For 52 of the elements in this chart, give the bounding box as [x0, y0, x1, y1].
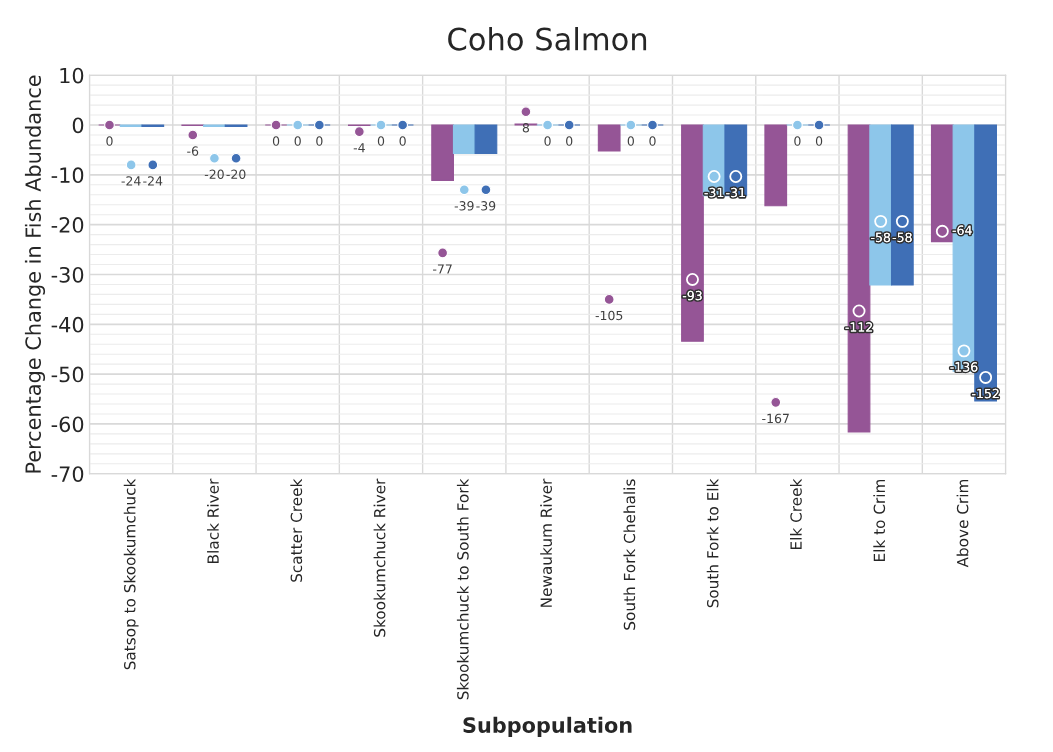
data-label: 0 [399, 136, 406, 146]
data-label: 0 [794, 136, 801, 146]
data-label: -24 [143, 176, 163, 186]
x-tick-label: Skookumchuck to South Fork [456, 478, 469, 700]
data-label: 8 [522, 123, 530, 133]
data-label: -58 [892, 232, 912, 243]
x-tick-label: Satsop to Skookumchuck [123, 478, 139, 670]
y-tick-label: 0 [72, 117, 84, 134]
y-tick-label: -60 [51, 416, 84, 433]
data-label: -167 [762, 413, 789, 424]
y-tick-label: -50 [51, 366, 84, 383]
data-label: -24 [121, 176, 141, 186]
x-tick-label: Above Crim [956, 479, 969, 568]
data-label: -4 [353, 143, 365, 153]
data-label: 0 [377, 136, 385, 146]
data-label: -105 [595, 310, 623, 321]
x-tick-label: Black River [207, 478, 219, 563]
data-label: 0 [544, 136, 551, 146]
data-label: 0 [272, 136, 280, 146]
y-tick-label: -20 [51, 217, 84, 233]
x-axis-title: Subpopulation [463, 716, 632, 737]
x-tick-label: Newaukum River [540, 478, 552, 607]
data-label: -6 [187, 146, 199, 156]
x-tick-label: Elk to Crim [873, 479, 886, 561]
chart-title: Coho Salmon [448, 26, 647, 51]
x-tick-label: South Fork Chehalis [623, 479, 636, 630]
data-label: -39 [454, 201, 474, 211]
y-tick-label: -10 [51, 167, 84, 184]
data-label: -77 [433, 264, 452, 274]
data-label: -20 [204, 169, 224, 180]
data-label: -31 [726, 187, 745, 198]
data-label: 0 [649, 136, 656, 146]
data-label: -20 [226, 169, 246, 180]
data-label: -31 [704, 187, 724, 198]
data-label: -58 [871, 232, 891, 243]
data-label: 0 [316, 136, 323, 146]
y-tick-label: -40 [51, 316, 84, 333]
y-tick-label: -30 [51, 266, 84, 283]
data-label: 0 [294, 136, 301, 146]
data-label: -39 [476, 201, 496, 211]
x-tick-label: Skookumchuck River [373, 478, 386, 637]
y-tick-label: 10 [60, 67, 84, 84]
x-tick-label: Scatter Creek [290, 478, 303, 582]
data-label: -93 [682, 290, 702, 301]
data-label: 0 [627, 136, 634, 146]
y-tick-label: -70 [51, 466, 84, 482]
data-label: 0 [566, 136, 573, 146]
data-label: 0 [815, 136, 823, 146]
y-axis-title: Percentage Change in Fish Abundance [24, 75, 46, 473]
x-tick-label: South Fork to Elk [706, 478, 719, 608]
data-label: 0 [106, 136, 113, 146]
x-tick-label: Elk Creek [790, 478, 802, 549]
